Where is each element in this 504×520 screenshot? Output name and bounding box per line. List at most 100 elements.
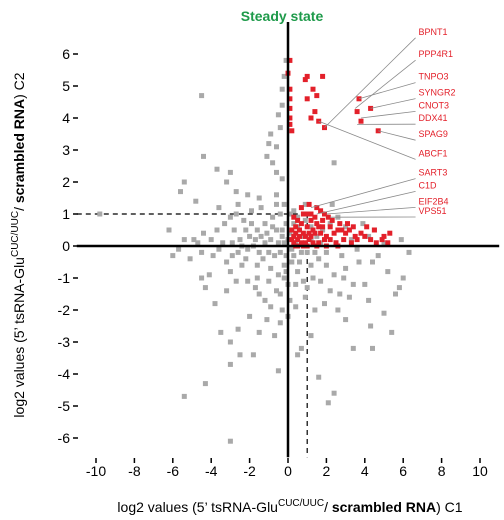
background-point xyxy=(370,345,375,351)
background-point xyxy=(274,227,279,233)
y-tick-label: 4 xyxy=(62,110,70,126)
background-point xyxy=(316,256,322,262)
background-point xyxy=(227,438,233,444)
highlight-point xyxy=(297,233,302,239)
background-point xyxy=(235,326,241,332)
background-point xyxy=(274,288,279,294)
highlight-point xyxy=(337,221,343,227)
background-point xyxy=(396,285,402,291)
background-point xyxy=(281,201,287,207)
background-point xyxy=(206,272,212,278)
highlight-point xyxy=(312,109,318,115)
background-point xyxy=(249,208,254,214)
background-point xyxy=(218,329,224,335)
background-point xyxy=(229,253,235,259)
point-label: VPS51 xyxy=(419,206,447,216)
background-point xyxy=(337,291,343,297)
y-tick-label: 3 xyxy=(62,142,70,158)
highlight-point xyxy=(343,230,349,236)
background-point xyxy=(327,288,333,294)
highlight-point xyxy=(316,224,322,230)
background-point xyxy=(327,221,333,227)
background-point xyxy=(170,253,176,259)
x-tick-label: -6 xyxy=(167,463,180,479)
background-point xyxy=(283,57,289,63)
label-leader xyxy=(370,98,416,109)
y-tick-label: -3 xyxy=(58,334,71,350)
y-axis-label: log2 values (5’ tsRNA-GluCUC/UUC/ scramb… xyxy=(10,72,27,417)
background-point xyxy=(277,211,283,217)
background-point xyxy=(281,240,287,246)
highlight-point xyxy=(331,230,337,236)
highlight-point xyxy=(345,221,350,227)
highlight-point xyxy=(358,230,364,236)
background-point xyxy=(243,256,249,262)
background-point xyxy=(331,390,337,396)
background-point xyxy=(406,249,412,255)
background-point xyxy=(201,153,206,159)
y-tick-label: -6 xyxy=(58,430,71,446)
highlight-point xyxy=(358,118,364,124)
background-point xyxy=(343,317,349,323)
background-point xyxy=(339,253,345,259)
background-point xyxy=(201,230,206,236)
background-point xyxy=(233,189,239,195)
highlight-point xyxy=(295,237,301,243)
background-point xyxy=(262,240,268,246)
background-point xyxy=(239,262,245,268)
highlight-point xyxy=(356,96,362,102)
background-point xyxy=(275,112,281,118)
background-point xyxy=(335,307,341,313)
points-highlight xyxy=(285,57,393,249)
background-point xyxy=(323,262,329,268)
background-point xyxy=(298,345,304,351)
label-leader xyxy=(318,120,416,160)
highlight-point xyxy=(354,109,360,115)
background-point xyxy=(237,237,243,243)
highlight-point xyxy=(293,224,299,230)
background-point xyxy=(279,102,285,108)
background-point xyxy=(254,275,260,281)
background-point xyxy=(393,291,398,297)
background-point xyxy=(287,297,293,303)
background-point xyxy=(375,253,381,259)
highlight-point xyxy=(287,121,293,127)
background-point xyxy=(302,201,308,207)
background-point xyxy=(270,224,276,230)
background-point xyxy=(222,221,228,227)
background-point xyxy=(264,230,270,236)
background-point xyxy=(289,259,295,265)
background-point xyxy=(348,237,354,243)
highlight-point xyxy=(287,115,293,121)
y-tick-label: 2 xyxy=(62,174,70,190)
background-point xyxy=(229,240,235,246)
background-point xyxy=(287,211,293,217)
background-point xyxy=(279,176,285,182)
background-point xyxy=(314,233,320,239)
background-point xyxy=(235,201,241,207)
highlight-point xyxy=(304,211,310,217)
highlight-point xyxy=(318,230,324,236)
highlight-point xyxy=(333,240,339,246)
background-point xyxy=(310,275,316,281)
background-point xyxy=(272,253,278,259)
background-point xyxy=(97,211,103,217)
highlight-point xyxy=(306,237,312,243)
background-point xyxy=(308,262,314,268)
highlight-point xyxy=(291,233,297,239)
highlight-point xyxy=(316,240,322,246)
background-point xyxy=(291,208,297,214)
background-point xyxy=(247,313,253,319)
highlight-point xyxy=(352,233,358,239)
point-label: SPAG9 xyxy=(419,129,448,139)
background-point xyxy=(220,240,226,246)
background-point xyxy=(381,240,387,246)
background-point xyxy=(210,253,216,259)
highlight-point xyxy=(310,240,316,246)
background-point xyxy=(331,160,337,166)
x-tick-label: -10 xyxy=(86,463,106,479)
highlight-point xyxy=(287,105,293,111)
background-point xyxy=(291,253,297,259)
y-tick-label: -1 xyxy=(58,270,71,286)
background-point xyxy=(354,246,360,252)
